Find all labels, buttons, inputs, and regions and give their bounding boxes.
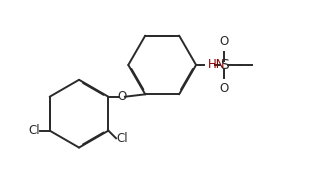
Text: HN: HN: [208, 58, 225, 71]
Text: Cl: Cl: [28, 124, 40, 137]
Text: O: O: [219, 82, 229, 95]
Text: Cl: Cl: [117, 132, 128, 145]
Text: S: S: [220, 58, 228, 72]
Text: O: O: [219, 35, 229, 48]
Text: O: O: [117, 90, 127, 103]
